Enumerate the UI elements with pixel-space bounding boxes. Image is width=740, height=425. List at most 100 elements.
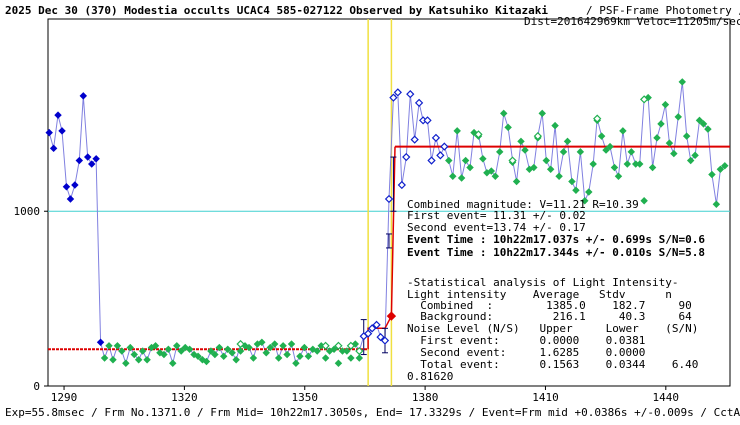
data-point-5-2 [533, 131, 542, 141]
data-point-4-56 [682, 132, 691, 140]
data-point-1-44 [287, 340, 296, 348]
data-point-3-7 [389, 93, 398, 102]
data-point-5-3 [593, 114, 602, 123]
data-point-2-3 [346, 341, 356, 350]
distance-velocity-label: Dist=201642969km Veloc=11205m/sec [524, 15, 740, 28]
data-point-0-7 [75, 156, 84, 165]
data-point-3-11 [406, 89, 415, 99]
data-point-1-54 [330, 345, 338, 354]
y-tick-label-1000: 1000 [14, 205, 41, 218]
data-point-1-47 [300, 343, 309, 352]
data-point-4-26 [555, 172, 563, 181]
data-point-1-14 [160, 350, 168, 359]
data-point-4-53 [670, 149, 678, 158]
data-point-1-18 [177, 347, 185, 355]
data-point-4-4 [461, 156, 470, 165]
data-point-4-22 [538, 109, 546, 118]
data-point-0-10 [88, 160, 96, 168]
data-point-0-1 [49, 144, 58, 153]
axes: 1290 1320 1350 1380 1410 1440 0 1000 [14, 205, 680, 404]
data-point-4-17 [517, 137, 525, 146]
second-event-magnitude-text: Second event=13.74 +/- 0.17 [407, 221, 586, 234]
data-point-0-8 [79, 92, 88, 100]
data-point-1-24 [202, 357, 211, 366]
data-point-4-41 [619, 127, 627, 135]
data-point-1-15 [164, 345, 173, 354]
data-point-4-63 [712, 200, 721, 208]
data-point-1-45 [292, 359, 300, 368]
data-point-1-28 [219, 352, 228, 361]
data-point-2-0 [236, 339, 245, 349]
data-point-1-1 [105, 342, 113, 350]
data-point-4-57 [686, 156, 695, 165]
noise-total-event-row: Total event: 0.1563 0.0344 6.40 [407, 358, 698, 371]
data-point-1-31 [232, 356, 240, 364]
data-point-5-1 [508, 156, 517, 165]
first-event-magnitude-text: First event= 11.31 +/- 0.02 [407, 209, 586, 222]
data-point-4-31 [576, 148, 585, 156]
data-point-4-23 [542, 156, 550, 165]
data-point-3-17 [431, 133, 441, 142]
data-point-3-13 [414, 98, 424, 108]
data-point-1-52 [321, 354, 330, 362]
data-point-0-11 [92, 155, 100, 163]
data-point-3-8 [393, 88, 402, 97]
data-point-3-5 [380, 336, 390, 345]
data-point-4-50 [657, 120, 665, 128]
data-point-3-15 [423, 116, 432, 125]
data-point-2-2 [334, 341, 343, 350]
method-label: / PSF-Frame Photometry / [586, 4, 740, 17]
footer-info: Exp=55.8msec / Frm No.1371.0 / Frm Mid= … [5, 406, 740, 419]
data-point-4-43 [627, 148, 636, 156]
x-tick-label-1350: 1350 [292, 391, 319, 404]
stats-heading: -Statistical analysis of Light Intensity… [407, 276, 679, 289]
x-tick-label-1320: 1320 [171, 391, 198, 404]
data-point-1-9 [138, 347, 147, 355]
data-point-1-29 [224, 345, 232, 354]
data-point-2-1 [321, 341, 330, 350]
data-point-4-52 [665, 139, 674, 147]
data-point-4-40 [614, 172, 623, 181]
result-annotations: Combined magnitude: V=11.21 R=10.39 Firs… [407, 198, 705, 259]
data-point-1-23 [198, 356, 207, 364]
data-point-4-61 [704, 125, 712, 133]
data-point-1-50 [313, 347, 321, 355]
plot-area [45, 19, 730, 386]
data-point-4-45 [636, 160, 644, 168]
data-point-1-20 [185, 345, 194, 354]
noise-column-header: Noise Level (N/S) Upper Lower (S/N) [407, 322, 698, 335]
data-point-1-55 [334, 359, 343, 368]
data-point-4-49 [653, 134, 661, 142]
data-point-4-30 [572, 186, 580, 194]
data-point-4-5 [466, 163, 474, 172]
data-point-4-62 [708, 170, 716, 179]
combined-magnitude-text: Combined magnitude: V=11.21 R=10.39 [407, 198, 639, 211]
stats-background-row: Background: 216.1 40.3 64 [407, 310, 692, 323]
data-point-1-37 [258, 338, 266, 347]
data-point-4-60 [699, 120, 708, 128]
data-point-0-9 [83, 153, 92, 161]
data-point-3-4 [376, 332, 385, 342]
data-point-1-30 [228, 349, 236, 357]
data-point-1-32 [236, 347, 245, 355]
data-point-4-36 [597, 132, 606, 140]
data-point-4-27 [559, 148, 568, 156]
data-point-1-60 [355, 354, 364, 362]
data-point-3-18 [436, 151, 445, 160]
data-point-4-13 [500, 109, 508, 118]
event-time-2-text: Event Time : 10h22m17.344s +/- 0.010s S/… [407, 246, 705, 259]
data-point-1-5 [122, 359, 130, 368]
data-point-3-9 [397, 180, 406, 190]
data-point-1-40 [270, 340, 279, 348]
extra-value-text: 0.81620 [407, 370, 453, 383]
data-point-4-3 [457, 174, 466, 182]
data-point-4-2 [453, 127, 461, 135]
data-point-0-3 [58, 127, 66, 135]
data-point-5-0 [474, 130, 483, 139]
data-point-4-10 [487, 167, 496, 175]
data-point-4-1 [449, 172, 457, 181]
data-point-1-43 [283, 350, 291, 359]
data-point-0-6 [71, 181, 79, 189]
data-point-3-19 [440, 142, 449, 151]
data-point-4-48 [648, 163, 657, 172]
